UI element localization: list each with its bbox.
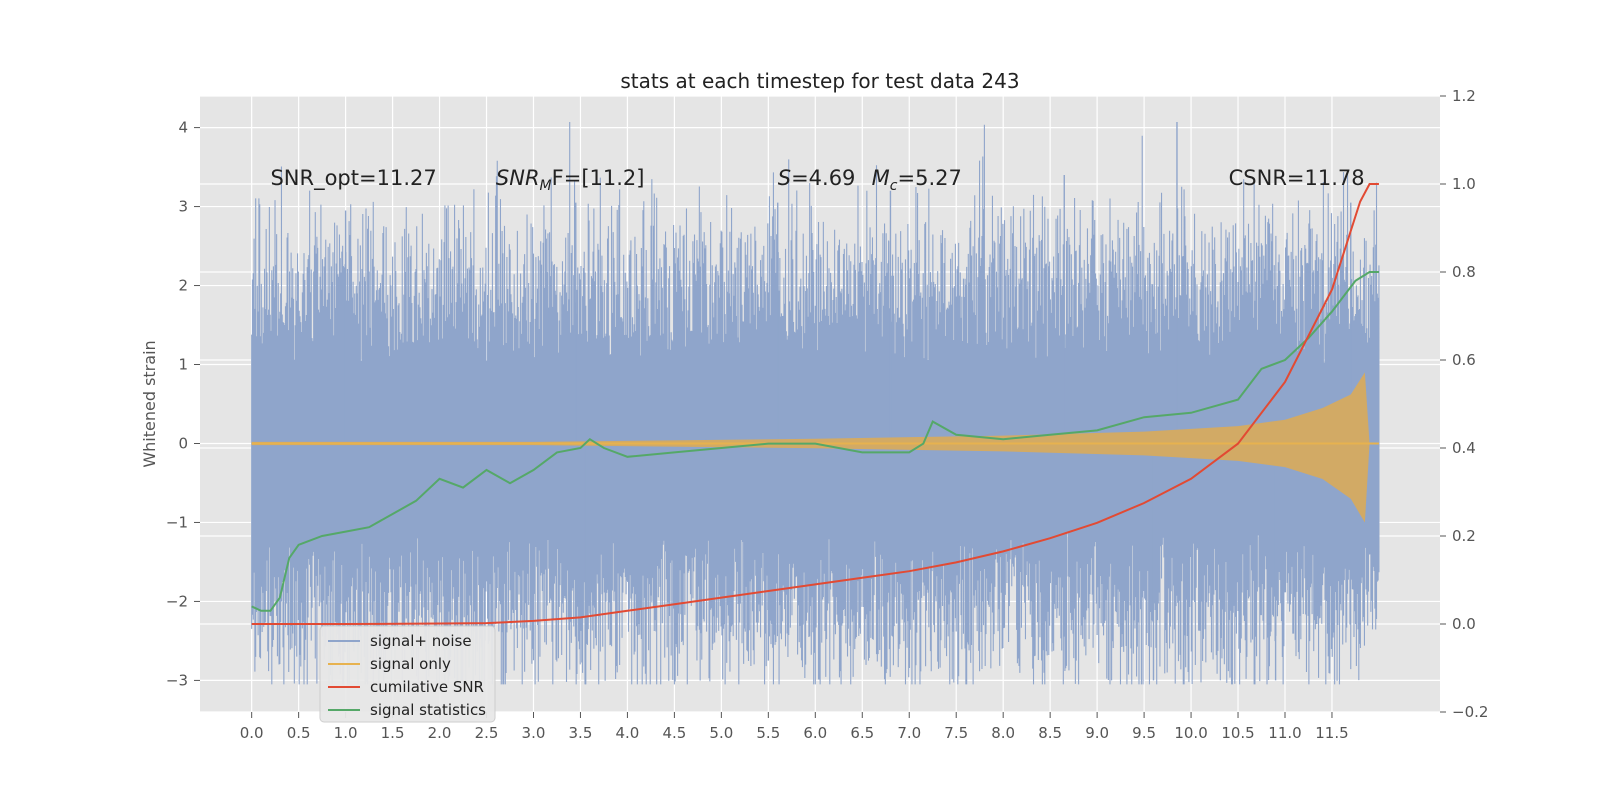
x-tick-label: 1.5 (381, 724, 405, 742)
legend-label: signal only (370, 655, 451, 673)
x-tick-label: 2.5 (475, 724, 499, 742)
x-tick-label: 10.5 (1221, 724, 1254, 742)
annotation-text: SNRMF=[11.2] (496, 166, 645, 194)
x-tick-label: 7.5 (944, 724, 968, 742)
y2-tick-label: 0.8 (1452, 263, 1476, 281)
x-tick-label: 7.0 (897, 724, 921, 742)
y-tick-label: −3 (166, 671, 188, 689)
x-tick-label: 3.5 (569, 724, 593, 742)
x-tick-label: 6.5 (850, 724, 874, 742)
y-tick-label: 1 (178, 356, 188, 374)
x-tick-label: 8.5 (1038, 724, 1062, 742)
x-tick-label: 5.0 (709, 724, 733, 742)
y-tick-label: −1 (166, 513, 188, 531)
y2-tick-label: 1.2 (1452, 87, 1476, 105)
y2-tick-label: 0.0 (1452, 615, 1476, 633)
x-tick-label: 11.0 (1268, 724, 1301, 742)
x-tick-label: 4.0 (615, 724, 639, 742)
x-tick-label: 8.0 (991, 724, 1015, 742)
x-tick-label: 1.0 (334, 724, 358, 742)
y2-tick-label: 0.6 (1452, 351, 1476, 369)
axis-ticks: 0.0 0.5 1.0 1.5 2.0 2.5 3.0 3.5 4.0 4.5 5.0 5.5 6.0 6… (166, 87, 1489, 742)
legend-label: signal+ noise (370, 632, 472, 650)
annotation-text: Mc=5.27 (872, 166, 962, 194)
x-tick-label: 0.5 (287, 724, 311, 742)
x-tick-label: 0.0 (240, 724, 264, 742)
legend-box (319, 625, 496, 723)
x-tick-label: 3.0 (522, 724, 546, 742)
legend-label: signal statistics (370, 701, 486, 719)
annotation-text: CSNR=11.78 (1229, 166, 1365, 190)
annotation-text: S=4.69 (778, 166, 856, 190)
y-tick-label: 4 (178, 119, 188, 137)
legend: signal+ noise signal only cumilative SNR si… (319, 625, 496, 723)
y2-tick-label: 0.4 (1452, 439, 1476, 457)
x-tick-label: 4.5 (662, 724, 686, 742)
x-tick-label: 9.0 (1085, 724, 1109, 742)
x-tick-label: 10.0 (1174, 724, 1207, 742)
annotation-text: SNR_opt=11.27 (270, 166, 436, 191)
annotations: SNR_opt=11.27 SNRMF=[11.2] S=4.69 Mc=5.27 CS… (270, 166, 1364, 194)
y-tick-label: 3 (178, 198, 188, 216)
legend-label: cumilative SNR (370, 678, 484, 696)
x-tick-label: 5.5 (756, 724, 780, 742)
signal-statistics-series (251, 271, 1379, 612)
x-tick-label: 2.0 (428, 724, 452, 742)
y-axis-label: Whitened strain (140, 340, 159, 467)
y2-tick-label: 0.2 (1452, 527, 1476, 545)
x-tick-label: 9.5 (1132, 724, 1156, 742)
y-tick-label: 0 (178, 434, 188, 452)
signal-only-series (251, 372, 1379, 523)
y-tick-label: 2 (178, 277, 188, 295)
y-tick-label: −2 (166, 592, 188, 610)
cumulative-snr-series (251, 183, 1379, 625)
x-tick-label: 6.0 (803, 724, 827, 742)
y2-tick-label: 1.0 (1452, 175, 1476, 193)
chart-title: stats at each timestep for test data 243 (620, 69, 1019, 93)
y2-tick-label: −0.2 (1452, 703, 1488, 721)
x-tick-label: 11.5 (1315, 724, 1348, 742)
line-series-layer (251, 183, 1379, 625)
